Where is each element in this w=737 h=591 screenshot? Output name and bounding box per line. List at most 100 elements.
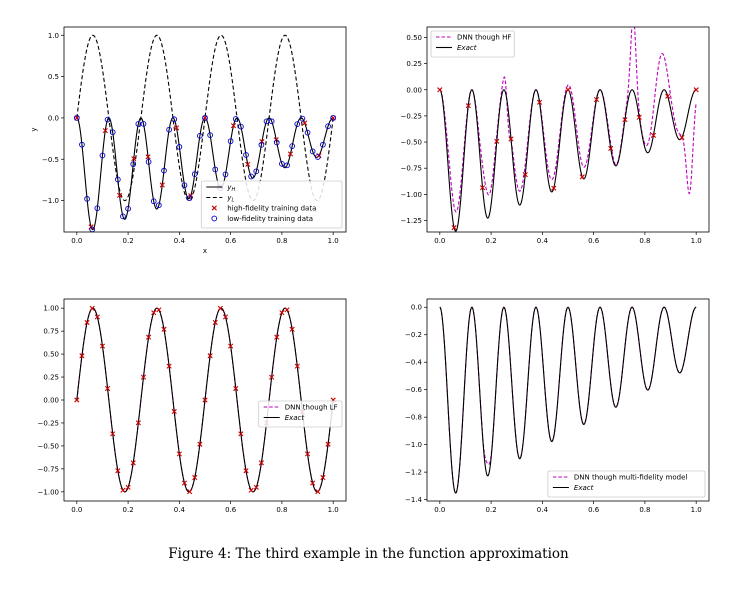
marker-high-fidelity [650, 132, 657, 138]
marker-high-fidelity [608, 145, 614, 152]
marker-low-fidelity [140, 120, 147, 127]
y-tick-label: −0.75 [38, 465, 59, 473]
marker-low-fidelity [104, 116, 111, 123]
marker-high-fidelity [156, 307, 162, 313]
marker-high-fidelity [102, 127, 108, 134]
marker-high-fidelity [197, 441, 203, 447]
marker-low-fidelity [197, 132, 203, 139]
marker-low-fidelity [156, 202, 162, 209]
marker-low-fidelity [320, 141, 326, 148]
marker-high-fidelity [465, 103, 471, 109]
marker-high-fidelity [243, 468, 249, 474]
marker-high-fidelity [679, 134, 685, 141]
axes-frame [426, 298, 710, 502]
legend-label: Exact [574, 484, 594, 492]
x-tick-label: 0.8 [276, 506, 287, 514]
legend: DNN though multi-fidelity model Exact [547, 470, 706, 498]
marker-high-fidelity [120, 487, 126, 493]
x-tick-label: 0.2 [486, 237, 497, 245]
marker-high-fidelity [494, 138, 500, 144]
y-tick-label: −0.8 [405, 414, 422, 422]
y-tick-label: −1.25 [401, 217, 422, 225]
marker-low-fidelity [109, 129, 116, 136]
marker-high-fidelity [304, 451, 311, 457]
x-tick-label: 0.8 [639, 506, 650, 514]
marker-low-fidelity [222, 171, 229, 178]
marker-low-fidelity [258, 141, 265, 148]
y-tick-label: −0.50 [38, 442, 59, 450]
marker-high-fidelity [579, 174, 585, 180]
y-tick-label: −1.0 [42, 197, 59, 205]
marker-high-fidelity [294, 363, 300, 369]
y-tick-label: 0.0 [48, 114, 59, 122]
marker-high-fidelity [245, 161, 251, 167]
marker-low-fidelity [145, 159, 152, 165]
marker-high-fidelity [125, 484, 131, 490]
legend-swatch [211, 215, 218, 222]
marker-low-fidelity [186, 195, 193, 201]
legend: DNN though HF Exact [430, 30, 515, 58]
x-tick-label: 0.2 [123, 506, 134, 514]
y-tick-label: 1.00 [43, 305, 59, 313]
marker-high-fidelity [289, 326, 295, 332]
marker-low-fidelity [207, 132, 213, 138]
y-tick-label: −1.0 [405, 441, 422, 449]
marker-high-fidelity [192, 474, 198, 481]
marker-high-fidelity [636, 114, 642, 120]
marker-high-fidelity [665, 93, 671, 99]
marker-high-fidelity [84, 319, 90, 326]
marker-low-fidelity [84, 196, 90, 202]
marker-low-fidelity [243, 152, 249, 158]
y-tick-label: −0.4 [405, 359, 423, 367]
marker-high-fidelity [269, 374, 275, 380]
marker-high-fidelity [622, 117, 628, 123]
x-tick-label: 0.2 [123, 237, 134, 245]
y-tick-label: 0.75 [43, 328, 59, 336]
y-tick-label: −0.25 [401, 112, 422, 120]
y-tick-label: −0.6 [405, 386, 423, 394]
x-tick-label: 0.2 [486, 506, 497, 514]
figure-caption: Figure 4: The third example in the funct… [168, 546, 569, 562]
marker-low-fidelity [79, 141, 85, 148]
marker-high-fidelity [508, 136, 514, 142]
x-axis-label: x [203, 247, 207, 255]
marker-high-fidelity [551, 185, 557, 191]
y-tick-label: 0.0 [411, 304, 422, 312]
y-tick-label: 0.00 [43, 397, 59, 405]
legend-label: DNN though HF [457, 34, 511, 42]
marker-high-fidelity [253, 484, 259, 490]
y-tick-label: 0.50 [43, 351, 59, 359]
x-tick-label: 0.8 [276, 237, 287, 245]
marker-low-fidelity [73, 115, 80, 121]
marker-high-fidelity [522, 172, 528, 178]
legend: DNN though LF Exact [258, 400, 343, 428]
marker-low-fidelity [130, 161, 137, 168]
marker-high-fidelity [159, 182, 165, 188]
y-tick-label: −0.50 [401, 139, 422, 147]
marker-high-fidelity [284, 307, 290, 313]
x-tick-label: 0.6 [225, 506, 237, 514]
x-tick-label: 0.0 [434, 506, 445, 514]
marker-high-fidelity [146, 334, 152, 340]
marker-low-fidelity [309, 148, 316, 155]
marker-high-fidelity [479, 185, 486, 191]
legend-label: Exact [285, 414, 305, 422]
marker-high-fidelity [320, 474, 326, 481]
marker-low-fidelity [325, 123, 331, 130]
legend-label: DNN though LF [285, 404, 338, 412]
marker-high-fidelity [222, 314, 229, 320]
x-tick-label: 0.0 [71, 237, 82, 245]
x-tick-label: 0.6 [588, 506, 600, 514]
marker-high-fidelity [89, 305, 95, 311]
marker-low-fidelity [253, 168, 260, 175]
y-tick-label: 0.50 [406, 34, 422, 42]
marker-high-fidelity [325, 441, 331, 447]
marker-high-fidelity [176, 451, 182, 457]
legend-box [258, 400, 343, 428]
marker-high-fidelity [130, 460, 136, 466]
marker-low-fidelity [227, 138, 234, 145]
marker-high-fidelity [536, 99, 543, 105]
